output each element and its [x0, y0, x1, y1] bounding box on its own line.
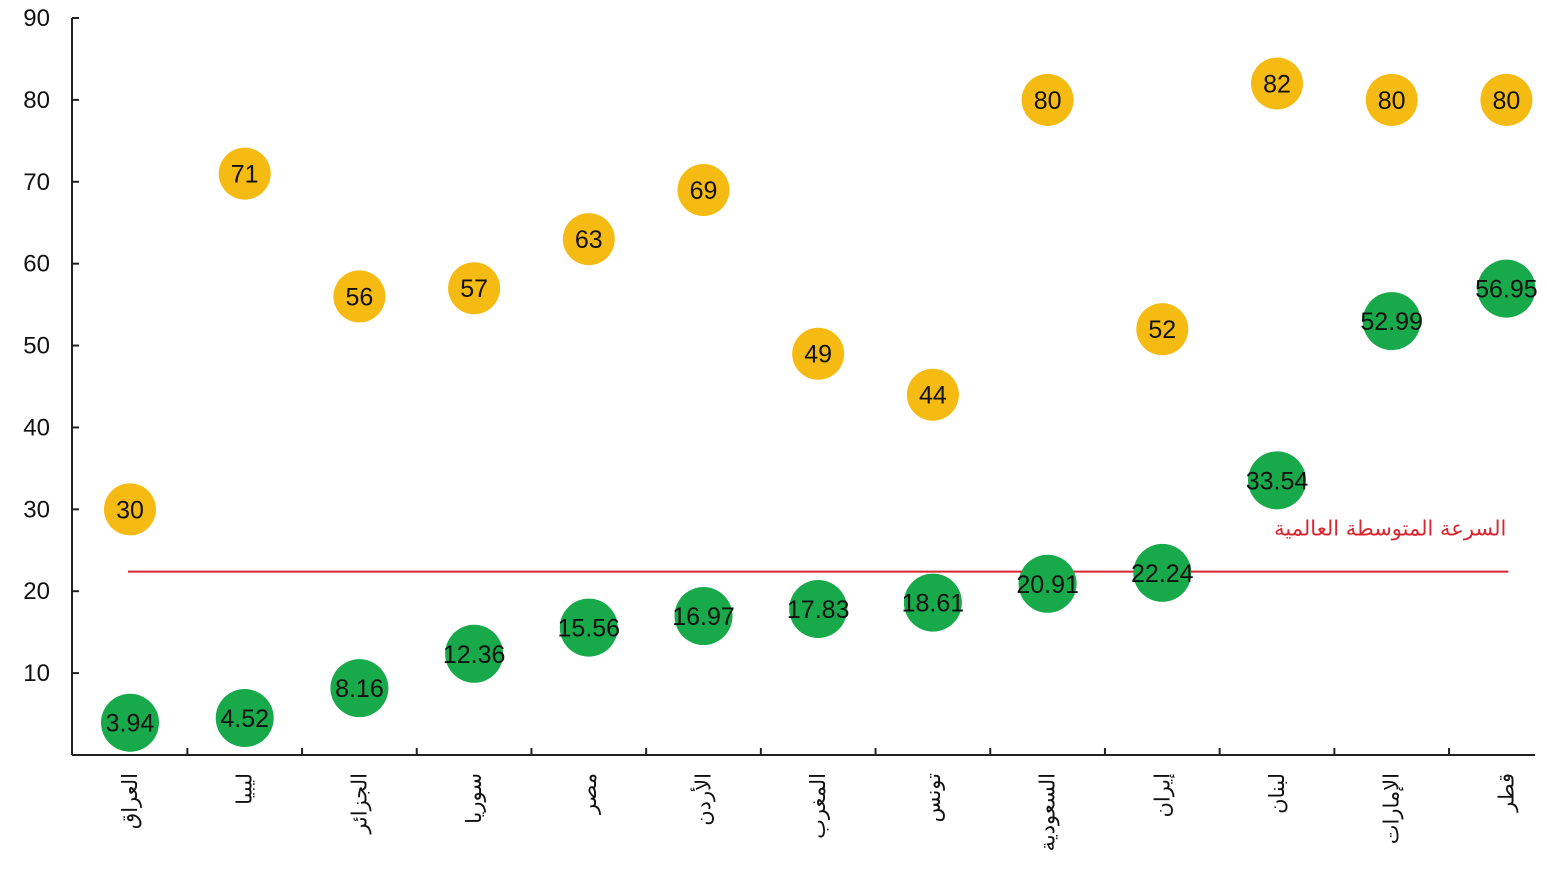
data-point: [1251, 57, 1303, 110]
data-point: [1477, 259, 1536, 318]
data-label: 52.99: [1360, 308, 1423, 336]
y-tick-label: 20: [23, 578, 50, 605]
category-label: تونس: [921, 773, 945, 822]
category-label: المغرب: [806, 773, 830, 839]
category-label: إيران: [1150, 773, 1175, 818]
y-tick-label: 80: [23, 87, 50, 114]
data-point: [218, 147, 271, 200]
data-label: 16.97: [672, 603, 735, 631]
y-tick-label: 40: [23, 414, 50, 441]
data-label: 82: [1263, 71, 1291, 99]
data-label: 17.83: [787, 596, 850, 624]
y-tick-label: 90: [23, 5, 50, 32]
category-label: سوريا: [462, 773, 486, 824]
data-label: 20.91: [1016, 571, 1079, 599]
data-label: 3.94: [106, 710, 155, 738]
x-axis: العراق ليبيا الجزائر سوريا مصر الأردن المغرب تو…: [72, 748, 1535, 851]
data-point: [677, 163, 730, 216]
data-point: [559, 598, 618, 657]
category-label: ليبيا: [233, 773, 257, 805]
data-point: [1133, 543, 1192, 602]
category-label: لبنان: [1265, 773, 1289, 814]
data-label: 18.61: [902, 590, 965, 618]
data-label: 30: [116, 496, 144, 524]
category-label: الأردن: [691, 773, 716, 826]
category-label: الجزائر: [347, 773, 371, 835]
y-axis: 10 20 30 40 50 60 70 80 90: [23, 5, 79, 755]
data-point: [1136, 303, 1189, 356]
data-point: [1365, 73, 1418, 126]
data-points: 30 71 56 57 63 69 49 44 80 52 82 80 80 3.94 4.52 8.16 12…: [101, 57, 1538, 752]
category-label: قطر: [1494, 773, 1518, 813]
data-point: [903, 573, 962, 632]
data-point: [215, 688, 274, 747]
world-average-label: السرعة المتوسطة العالمية: [1274, 517, 1506, 541]
y-tick-label: 30: [23, 496, 50, 523]
data-label: 8.16: [335, 675, 384, 703]
data-point: [448, 262, 501, 315]
data-label: 22.24: [1131, 560, 1194, 588]
y-tick-label: 50: [23, 333, 50, 360]
data-point: [789, 579, 848, 638]
data-label: 52: [1148, 316, 1176, 344]
category-label: العراق: [118, 773, 142, 829]
data-point: [330, 659, 389, 718]
data-point: [104, 483, 156, 536]
category-label: الإمارات: [1380, 773, 1404, 844]
data-point: [792, 327, 845, 380]
data-point: [333, 270, 386, 323]
data-point: [445, 624, 504, 683]
data-label: 56: [345, 283, 373, 311]
data-point: [1018, 554, 1077, 613]
category-label: السعودية: [1036, 773, 1060, 851]
series-0: 30 71 56 57 63 69 49 44 80 52 82 80 80: [104, 57, 1533, 536]
data-label: 71: [231, 161, 259, 189]
y-tick-label: 70: [23, 169, 50, 196]
data-label: 80: [1034, 87, 1062, 115]
data-point: [906, 368, 959, 421]
data-point: [1480, 73, 1533, 126]
data-label: 49: [804, 341, 832, 369]
data-point: [101, 693, 159, 752]
data-label: 44: [919, 382, 947, 410]
data-point: [1248, 451, 1306, 510]
data-label: 80: [1492, 87, 1520, 115]
data-label: 12.36: [443, 641, 506, 669]
world-average-line-group: السرعة المتوسطة العالمية: [128, 517, 1509, 573]
data-label: 80: [1378, 87, 1406, 115]
y-tick-label: 10: [23, 660, 50, 687]
y-tick-label: 60: [23, 251, 50, 278]
data-label: 15.56: [558, 615, 621, 643]
data-label: 33.54: [1246, 467, 1309, 495]
category-label: مصر: [577, 773, 601, 815]
data-label: 56.95: [1475, 276, 1538, 304]
data-point: [674, 587, 733, 646]
series-1: 3.94 4.52 8.16 12.36 15.56 16.97 17.83 18.61 20.…: [101, 259, 1538, 752]
data-point: [1362, 292, 1421, 351]
data-point: [562, 213, 615, 266]
data-label: 57: [460, 275, 488, 303]
data-point: [1021, 73, 1074, 126]
data-label: 4.52: [220, 705, 269, 733]
data-label: 63: [575, 226, 603, 254]
data-label: 69: [690, 177, 718, 205]
